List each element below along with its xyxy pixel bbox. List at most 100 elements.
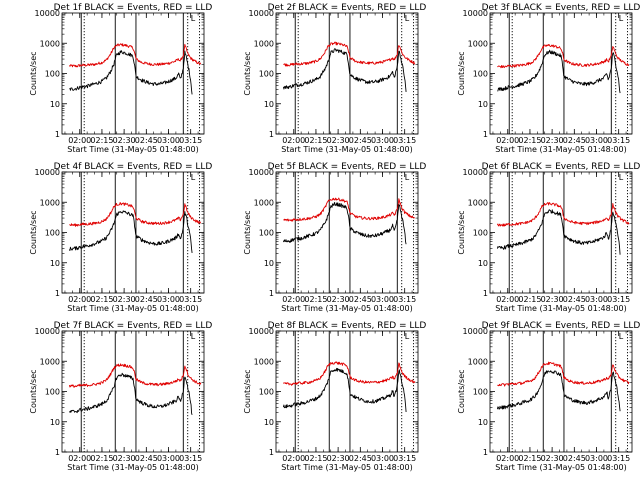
lld-line	[69, 43, 202, 68]
y-tick-label: 10	[264, 418, 274, 427]
panel-det-4: Det 4f BLACK = Events, RED = LLD 1 10 100 10…	[29, 162, 212, 313]
y-tick-label: 100	[259, 70, 274, 79]
panel-det-9: Det 9f BLACK = Events, RED = LLD 1 10 100 10…	[457, 321, 640, 472]
x-tick-label: 03:15	[393, 136, 416, 145]
y-tick-label: 10000	[35, 9, 60, 18]
x-tick-label: 02:30	[327, 295, 350, 304]
panel-title: Det 6f BLACK = Events, RED = LLD	[482, 162, 640, 172]
panel-det-1: Det 1f BLACK = Events, RED = LLD 1 10 100 10…	[29, 3, 212, 154]
corner-mark: L	[191, 14, 196, 23]
x-axis-label: Start Time (31-May-05 01:48:00)	[495, 145, 626, 154]
x-tick-label: 02:15	[90, 136, 113, 145]
x-tick-label: 02:30	[327, 454, 350, 463]
corner-mark: L	[191, 173, 196, 182]
y-tick-label: 10	[50, 259, 60, 268]
y-tick-label: 10000	[463, 327, 488, 336]
x-axis-label: Start Time (31-May-05 01:48:00)	[67, 463, 198, 472]
x-tick-label: 03:00	[371, 136, 394, 145]
x-tick-label: 03:00	[585, 136, 608, 145]
corner-mark: L	[619, 173, 624, 182]
x-tick-label: 03:00	[371, 295, 394, 304]
plot-frame	[61, 330, 205, 453]
x-tick-label: 02:15	[518, 454, 541, 463]
x-axis-label: Start Time (31-May-05 01:48:00)	[281, 463, 412, 472]
x-tick-label: 02:30	[327, 136, 350, 145]
y-tick-label: 10	[264, 100, 274, 109]
panel-title: Det 2f BLACK = Events, RED = LLD	[268, 3, 427, 13]
x-tick-label: 02:45	[349, 295, 372, 304]
y-axis-label: Counts/sec	[243, 210, 252, 254]
corner-mark: L	[191, 332, 196, 341]
x-tick-label: 03:00	[157, 295, 180, 304]
x-tick-label: 02:00	[282, 136, 305, 145]
panel-det-8: Det 8f BLACK = Events, RED = LLD 1 10 100 10…	[243, 321, 426, 472]
x-tick-label: 03:15	[393, 295, 416, 304]
x-tick-label: 02:45	[135, 454, 158, 463]
y-tick-label: 1000	[468, 39, 488, 48]
y-tick-label: 100	[45, 388, 60, 397]
corner-mark: L	[619, 332, 624, 341]
x-tick-label: 02:45	[135, 295, 158, 304]
y-tick-label: 1	[269, 289, 274, 298]
x-tick-label: 02:00	[282, 295, 305, 304]
y-axis-label: Counts/sec	[29, 51, 38, 95]
events-line	[282, 202, 407, 245]
lld-line	[283, 41, 416, 67]
y-tick-label: 10	[50, 418, 60, 427]
y-tick-label: 100	[45, 229, 60, 238]
x-tick-label: 03:00	[585, 295, 608, 304]
x-tick-label: 02:15	[304, 136, 327, 145]
lld-line	[497, 361, 630, 387]
x-tick-label: 03:00	[157, 136, 180, 145]
y-axis-label: Counts/sec	[243, 51, 252, 95]
events-line	[496, 370, 621, 412]
y-tick-label: 10	[478, 418, 488, 427]
x-axis-label: Start Time (31-May-05 01:48:00)	[281, 304, 412, 313]
y-tick-label: 1	[55, 289, 60, 298]
x-tick-label: 02:15	[90, 454, 113, 463]
panel-title: Det 8f BLACK = Events, RED = LLD	[268, 321, 427, 331]
x-tick-label: 02:15	[304, 454, 327, 463]
corner-mark: L	[405, 173, 410, 182]
panel-title: Det 5f BLACK = Events, RED = LLD	[268, 162, 427, 172]
x-tick-label: 02:15	[90, 295, 113, 304]
panel-det-7: Det 7f BLACK = Events, RED = LLD 1 10 100 10…	[29, 321, 212, 472]
panel-title: Det 4f BLACK = Events, RED = LLD	[54, 162, 213, 172]
panel-det-6: Det 6f BLACK = Events, RED = LLD 1 10 100 10…	[457, 162, 640, 313]
lld-line	[496, 202, 630, 227]
events-line	[69, 50, 193, 95]
x-tick-label: 03:00	[371, 454, 394, 463]
x-tick-label: 02:30	[113, 295, 136, 304]
x-tick-label: 02:15	[518, 136, 541, 145]
x-tick-label: 03:00	[585, 454, 608, 463]
y-tick-label: 1000	[468, 357, 488, 366]
y-axis-label: Counts/sec	[457, 51, 466, 95]
y-tick-label: 100	[473, 70, 488, 79]
panel-det-3: Det 3f BLACK = Events, RED = LLD 1 10 100 10…	[457, 3, 640, 154]
y-tick-label: 1000	[254, 198, 274, 207]
lld-line	[497, 44, 630, 69]
x-axis-label: Start Time (31-May-05 01:48:00)	[495, 304, 626, 313]
panel-det-5: Det 5f BLACK = Events, RED = LLD 1 10 100 10…	[243, 162, 426, 313]
y-tick-label: 1000	[40, 39, 60, 48]
y-tick-label: 1000	[468, 198, 488, 207]
y-tick-label: 10000	[463, 9, 488, 18]
y-tick-label: 10000	[35, 327, 60, 336]
events-line	[282, 367, 407, 413]
y-tick-label: 10000	[463, 168, 488, 177]
x-tick-label: 02:00	[68, 454, 91, 463]
y-axis-label: Counts/sec	[29, 210, 38, 254]
y-axis-label: Counts/sec	[457, 369, 466, 413]
x-tick-label: 02:00	[496, 295, 519, 304]
panel-title: Det 7f BLACK = Events, RED = LLD	[54, 321, 213, 331]
x-tick-label: 02:45	[563, 454, 586, 463]
y-tick-label: 100	[473, 229, 488, 238]
x-tick-label: 02:00	[282, 454, 305, 463]
x-tick-label: 03:15	[179, 136, 202, 145]
x-axis-label: Start Time (31-May-05 01:48:00)	[495, 463, 626, 472]
corner-mark: L	[405, 14, 410, 23]
x-tick-label: 03:00	[157, 454, 180, 463]
y-tick-label: 10	[478, 100, 488, 109]
y-tick-label: 1	[55, 448, 60, 457]
